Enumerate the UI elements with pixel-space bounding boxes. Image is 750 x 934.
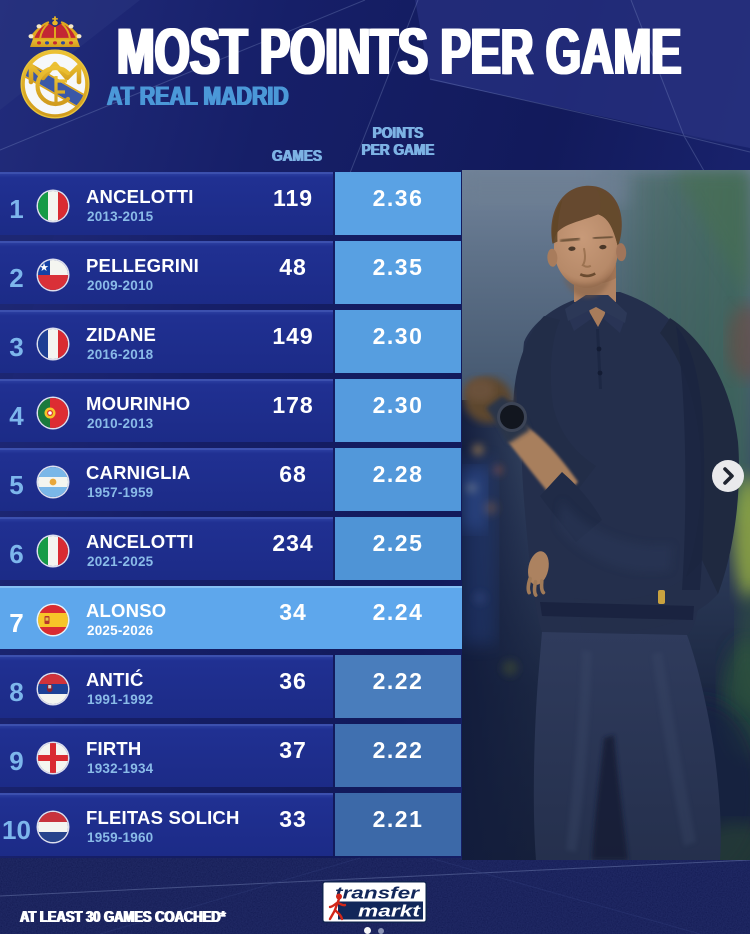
svg-text:markt: markt — [358, 902, 422, 921]
svg-text:★: ★ — [39, 262, 49, 274]
svg-text:transfer: transfer — [335, 884, 421, 903]
